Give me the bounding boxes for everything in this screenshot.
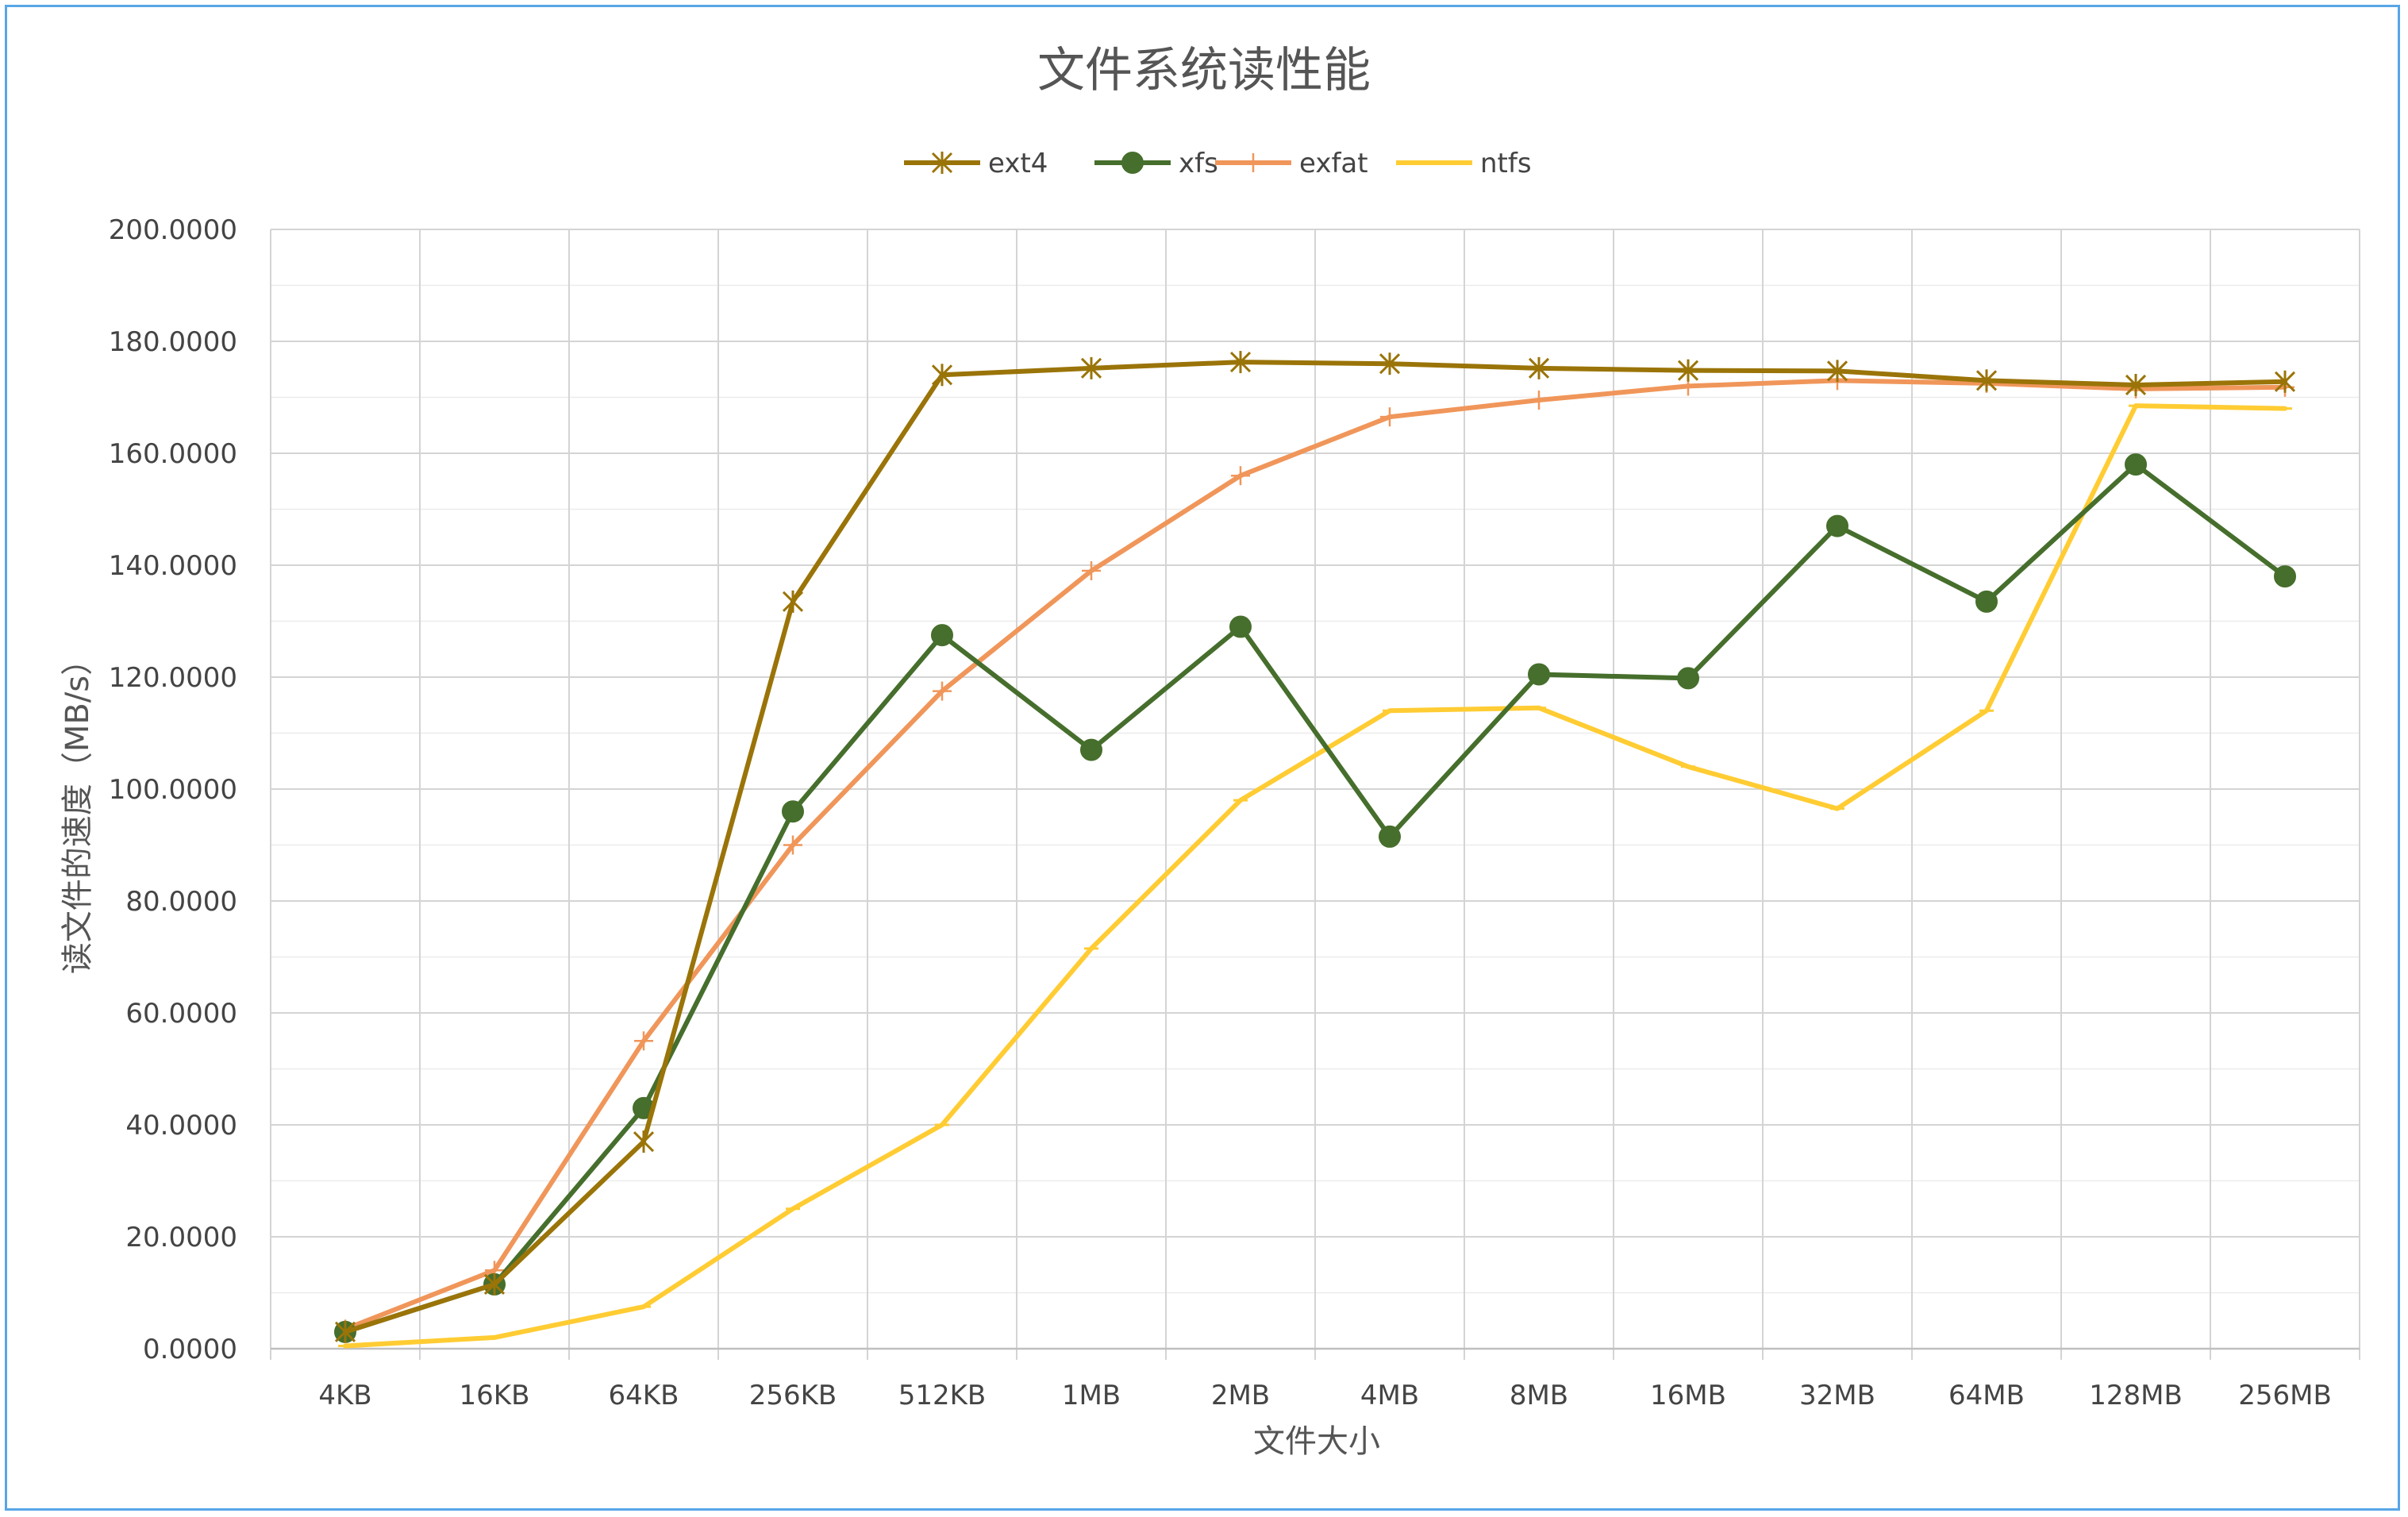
data-point-ext4 <box>1975 369 1998 392</box>
chart-frame: 文件系统读性能 ext4 xfs exfat ntfs 0.0000 20.0000 40… <box>5 5 2400 1511</box>
y-tick-label: 20.0000 <box>125 1222 237 1253</box>
data-point-xfs <box>2125 453 2147 476</box>
x-tick-label: 64MB <box>1948 1380 2025 1411</box>
legend-marker <box>931 152 953 174</box>
x-tick-label: 64KB <box>609 1380 679 1411</box>
x-axis-ticks: 4KB 16KB 64KB 256KB 512KB 1MB 2MB 4MB 8MB 16MB 32M… <box>318 1380 2331 1411</box>
legend-item-xfs: xfs <box>1094 148 1218 179</box>
line-chart: 文件系统读性能 ext4 xfs exfat ntfs 0.0000 20.0000 40… <box>60 43 2360 1460</box>
y-tick-label: 200.0000 <box>109 214 237 246</box>
grid-lines <box>270 229 2360 1360</box>
y-tick-label: 80.0000 <box>125 886 237 918</box>
data-point-xfs <box>782 800 804 823</box>
data-point-exfat <box>634 1031 653 1051</box>
x-tick-label: 32MB <box>1799 1380 1875 1411</box>
data-point-xfs <box>2274 565 2296 588</box>
legend-item-exfat: exfat <box>1215 148 1368 179</box>
legend-label: ext4 <box>988 148 1048 179</box>
data-point-ext4 <box>1677 359 1699 382</box>
series-layer <box>334 351 2296 1349</box>
y-tick-label: 180.0000 <box>109 326 237 358</box>
legend-label: xfs <box>1179 148 1218 179</box>
series-ext4 <box>334 351 2296 1343</box>
x-tick-label: 128MB <box>2089 1380 2183 1411</box>
x-tick-label: 256KB <box>749 1380 837 1411</box>
data-point-ext4 <box>334 1320 356 1343</box>
legend-item-ntfs: ntfs <box>1396 148 1532 179</box>
series-ntfs <box>338 403 2292 1349</box>
x-tick-label: 4MB <box>1360 1380 1419 1411</box>
data-point-exfat <box>1380 407 1399 427</box>
data-point-xfs <box>1677 667 1699 690</box>
x-tick-label: 512KB <box>898 1380 987 1411</box>
data-point-ext4 <box>483 1273 506 1296</box>
x-tick-label: 4KB <box>318 1380 371 1411</box>
data-point-xfs <box>1826 514 1848 537</box>
y-tick-label: 140.0000 <box>109 550 237 582</box>
y-tick-label: 40.0000 <box>125 1110 237 1142</box>
data-point-xfs <box>1379 825 1401 848</box>
data-point-ext4 <box>1528 356 1550 379</box>
y-tick-label: 0.0000 <box>143 1334 237 1365</box>
x-tick-label: 8MB <box>1510 1380 1568 1411</box>
legend-label: exfat <box>1299 148 1368 179</box>
data-point-ext4 <box>1826 360 1848 383</box>
data-point-xfs <box>1229 615 1252 638</box>
legend-label: ntfs <box>1480 148 1532 179</box>
y-tick-label: 160.0000 <box>109 438 237 470</box>
series-line-ext4 <box>343 360 2287 1334</box>
data-point-exfat <box>933 681 952 701</box>
series-line-exfat <box>343 378 2287 1332</box>
legend-item-ext4: ext4 <box>904 148 1048 179</box>
x-tick-label: 256MB <box>2238 1380 2332 1411</box>
data-point-ext4 <box>1379 352 1401 375</box>
legend-marker <box>1244 153 1263 172</box>
data-point-xfs <box>931 624 953 647</box>
y-tick-label: 120.0000 <box>109 662 237 694</box>
series-line-ntfs <box>343 403 2287 1349</box>
y-axis-ticks: 0.0000 20.0000 40.0000 60.0000 80.0000 100.00… <box>109 214 237 1365</box>
x-axis-title: 文件大小 <box>1253 1423 1380 1460</box>
data-point-ext4 <box>782 590 804 613</box>
data-point-exfat <box>1231 466 1250 486</box>
x-tick-label: 1MB <box>1062 1380 1121 1411</box>
x-tick-label: 16KB <box>460 1380 530 1411</box>
x-tick-label: 2MB <box>1211 1380 1270 1411</box>
data-point-ext4 <box>931 364 953 387</box>
data-point-exfat <box>783 835 802 855</box>
data-point-ext4 <box>2125 373 2147 396</box>
data-point-xfs <box>1975 590 1998 613</box>
data-point-xfs <box>1528 663 1550 686</box>
y-axis-title: 读文件的速度（MB/s） <box>60 644 96 974</box>
chart-title: 文件系统读性能 <box>1037 43 1371 98</box>
legend-marker <box>1121 152 1144 174</box>
y-tick-label: 100.0000 <box>109 774 237 806</box>
data-point-exfat <box>1082 561 1101 581</box>
data-point-exfat <box>1529 391 1548 410</box>
data-point-ext4 <box>2274 370 2296 393</box>
legend: ext4 xfs exfat ntfs <box>904 148 1532 179</box>
data-point-ext4 <box>1229 351 1252 374</box>
data-point-ext4 <box>1080 356 1102 379</box>
data-point-ext4 <box>633 1130 655 1153</box>
data-point-xfs <box>1080 738 1102 761</box>
x-tick-label: 16MB <box>1650 1380 1726 1411</box>
y-tick-label: 60.0000 <box>125 998 237 1030</box>
